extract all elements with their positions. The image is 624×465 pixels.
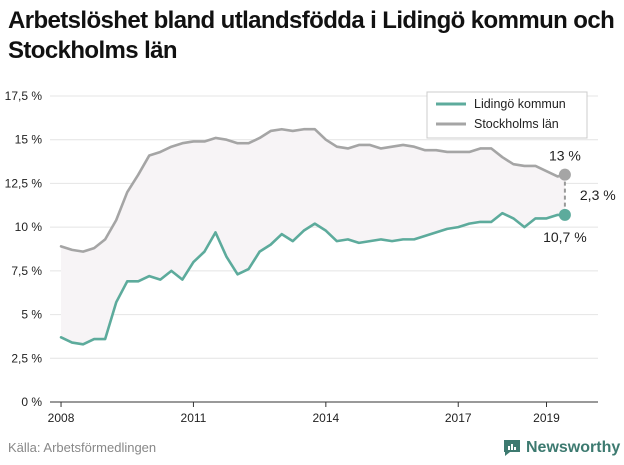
y-tick-label: 17,5 % <box>5 89 43 103</box>
chart-title: Arbetslöshet bland utlandsfödda i Liding… <box>8 7 615 64</box>
y-tick-label: 2,5 % <box>11 351 42 365</box>
y-tick-label: 0 % <box>21 395 42 409</box>
label-difference: 2,3 % <box>580 187 616 203</box>
legend: Lidingö kommun Stockholms län <box>426 91 588 139</box>
series-line-lidingo <box>59 211 567 346</box>
series-lines <box>59 127 567 346</box>
brand-name: Newsworthy <box>526 439 621 456</box>
x-axis: 2008 2011 2014 2017 2019 <box>48 401 598 425</box>
legend-label: Lidingö kommun <box>474 97 566 111</box>
x-tick-label: 2017 <box>445 411 472 425</box>
difference-band <box>61 129 565 345</box>
y-tick-label: 7,5 % <box>11 264 42 278</box>
x-tick-label: 2008 <box>48 411 75 425</box>
x-tick-label: 2014 <box>312 411 339 425</box>
annotations: 13 % 10,7 % 2,3 % <box>543 148 616 245</box>
y-axis: 0 % 2,5 % 5 % 7,5 % 10 % 12,5 % 15 % 17,5 % <box>5 89 43 409</box>
y-tick-label: 10 % <box>15 220 43 234</box>
brand-logo: Newsworthy <box>502 438 620 458</box>
series-line-stockholm <box>59 127 567 253</box>
newsworthy-icon <box>504 440 520 456</box>
y-tick-label: 15 % <box>15 133 43 147</box>
x-tick-label: 2011 <box>181 411 207 425</box>
endpoint-lidingo <box>558 208 571 221</box>
legend-label: Stockholms län <box>474 117 559 131</box>
label-stockholm-last: 13 % <box>549 148 581 164</box>
y-tick-label: 12,5 % <box>5 176 43 190</box>
label-lidingo-last: 10,7 % <box>543 229 587 245</box>
source-note: Källa: Arbetsförmedlingen <box>8 440 157 455</box>
difference-area <box>61 129 565 345</box>
y-tick-label: 5 % <box>21 308 42 322</box>
endpoint-stockholm <box>558 168 571 181</box>
legend-box <box>426 91 588 139</box>
x-tick-label: 2019 <box>533 411 560 425</box>
